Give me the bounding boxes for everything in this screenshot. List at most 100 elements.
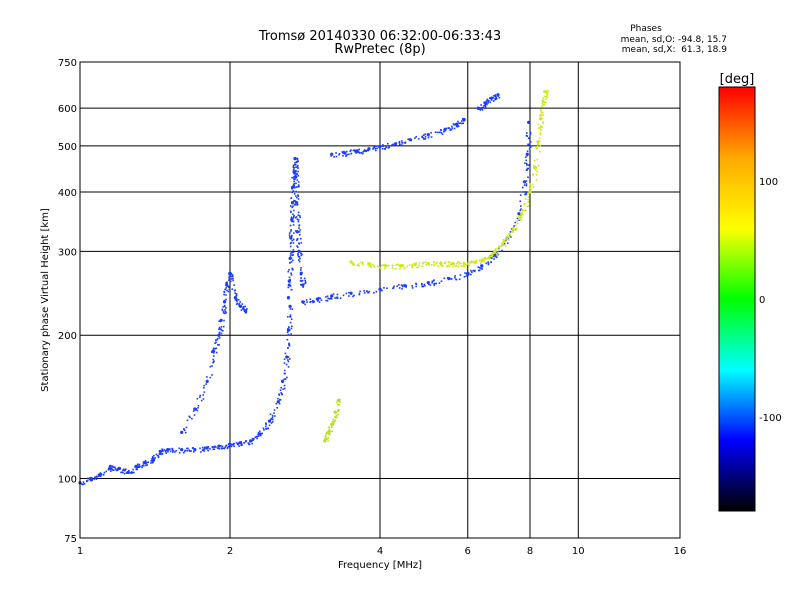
data-point-scatter xyxy=(480,107,482,109)
data-point-scatter xyxy=(326,299,329,302)
data-point-scatter xyxy=(518,218,521,220)
data-point-scatter xyxy=(366,290,368,293)
data-point-scatter xyxy=(204,447,206,450)
data-point-scatter xyxy=(399,143,401,146)
data-point-scatter xyxy=(424,133,427,135)
data-point-scatter xyxy=(205,383,207,385)
data-point-scatter xyxy=(227,290,230,293)
data-point-scatter xyxy=(292,213,294,216)
data-point-scatter xyxy=(144,459,147,462)
data-point-scatter xyxy=(370,266,373,268)
data-point-scatter xyxy=(525,159,528,162)
data-point-scatter xyxy=(81,483,83,485)
data-point-scatter xyxy=(238,303,240,306)
data-point-scatter xyxy=(447,264,450,266)
data-point-scatter xyxy=(288,284,291,286)
data-point-scatter xyxy=(421,285,424,288)
data-point-scatter xyxy=(153,458,156,461)
data-point-scatter xyxy=(213,446,215,449)
data-point-scatter xyxy=(328,430,331,432)
data-point-scatter xyxy=(536,170,539,173)
data-point-scatter xyxy=(472,269,475,272)
data-point-scatter xyxy=(86,480,88,482)
data-point-scatter xyxy=(401,285,404,288)
data-point-scatter xyxy=(337,408,340,411)
data-point-scatter xyxy=(440,264,443,267)
data-point-scatter xyxy=(230,445,233,448)
data-point-scatter xyxy=(542,121,544,123)
data-point-scatter xyxy=(289,205,292,207)
data-point-scatter xyxy=(296,238,299,240)
data-point-scatter xyxy=(169,450,172,453)
data-point xyxy=(244,309,248,313)
data-point-scatter xyxy=(533,166,535,169)
data-point-scatter xyxy=(287,347,289,349)
data-point-scatter xyxy=(454,276,456,279)
data-point-scatter xyxy=(289,285,292,287)
data-point-scatter xyxy=(87,477,89,480)
data-point-scatter xyxy=(338,403,340,406)
data-point-scatter xyxy=(388,264,390,267)
y-tick-label: 300 xyxy=(58,247,77,258)
data-point-scatter xyxy=(136,463,139,466)
data-point-scatter xyxy=(443,277,446,280)
data-point-scatter xyxy=(392,143,395,146)
data-point xyxy=(108,464,112,469)
data-point-scatter xyxy=(528,190,531,193)
data-point-scatter xyxy=(447,261,450,263)
data-point-scatter xyxy=(268,424,271,427)
data-point-scatter xyxy=(183,428,185,430)
data-point-scatter xyxy=(428,283,430,286)
data-point-scatter xyxy=(218,448,221,450)
data-point-scatter xyxy=(287,366,290,368)
data-point-scatter xyxy=(214,347,216,350)
data-point-scatter xyxy=(463,276,466,278)
data-point-scatter xyxy=(398,287,401,289)
data-point-scatter xyxy=(411,266,414,269)
data-point-scatter xyxy=(415,262,417,265)
data-point-scatter xyxy=(325,432,328,434)
data-point-scatter xyxy=(292,249,295,251)
data-point-scatter xyxy=(541,114,543,116)
data-point-scatter xyxy=(373,145,376,147)
data-point-scatter xyxy=(277,397,279,400)
data-point xyxy=(288,304,292,308)
data-point-scatter xyxy=(535,146,537,148)
data-point-scatter xyxy=(425,264,428,266)
data-point-scatter xyxy=(527,176,529,179)
data-point-scatter xyxy=(212,361,215,364)
data-point-scatter xyxy=(430,136,433,138)
data-point-scatter xyxy=(524,156,527,158)
data-point-scatter xyxy=(372,147,375,150)
data-point-scatter xyxy=(228,277,231,279)
data-point-scatter xyxy=(421,136,423,138)
data-point-scatter xyxy=(493,252,495,255)
data-point-scatter xyxy=(356,264,358,266)
data-point-scatter xyxy=(533,159,536,162)
data-point-scatter xyxy=(150,460,153,462)
data-point-scatter xyxy=(494,249,497,251)
data-point-scatter xyxy=(294,163,297,166)
data-point-scatter xyxy=(528,148,531,150)
data-point-scatter xyxy=(523,209,526,212)
data-point-scatter xyxy=(290,318,293,320)
data-point-scatter xyxy=(498,96,501,99)
data-point-scatter xyxy=(224,305,226,308)
data-point-scatter xyxy=(444,262,447,265)
data-point-scatter xyxy=(474,262,476,265)
data-point-scatter xyxy=(479,109,482,111)
data-point-scatter xyxy=(184,449,187,452)
data-point-scatter xyxy=(218,320,221,322)
data-point-scatter xyxy=(363,292,366,294)
data-point-scatter xyxy=(265,425,267,428)
data-point-scatter xyxy=(378,266,381,268)
data-point-scatter xyxy=(493,95,495,97)
data-point-scatter xyxy=(488,99,490,102)
data-point-scatter xyxy=(295,216,298,218)
data-point-scatter xyxy=(392,287,395,289)
data-point-scatter xyxy=(485,262,488,265)
data-point-scatter xyxy=(269,413,272,416)
data-point-scatter xyxy=(334,297,336,299)
data-point-scatter xyxy=(527,137,530,140)
data-point-scatter xyxy=(215,351,218,354)
